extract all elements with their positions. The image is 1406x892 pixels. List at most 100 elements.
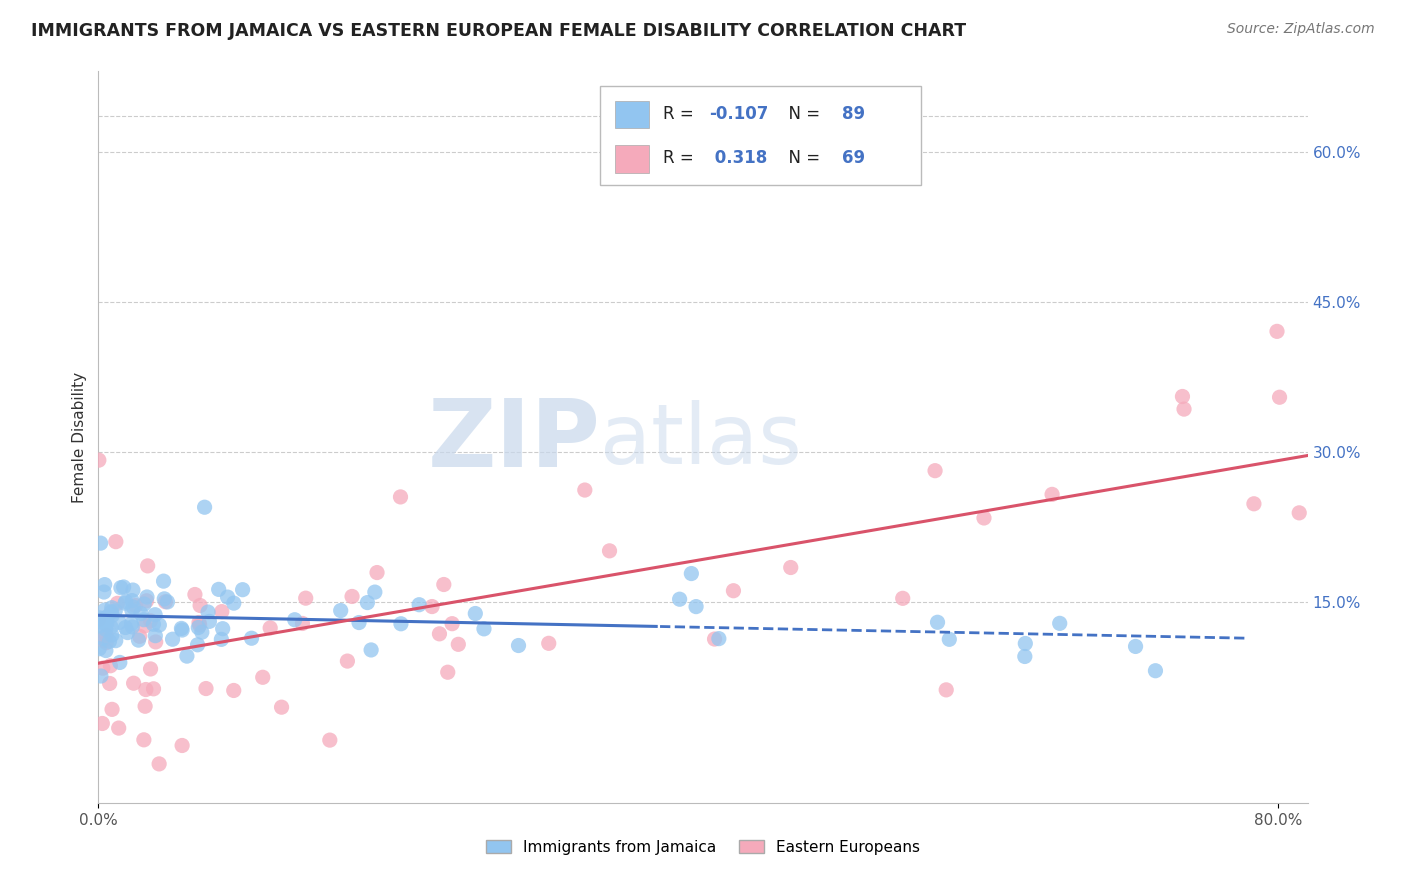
Point bbox=[1144, 664, 1167, 678]
Point bbox=[211, 622, 233, 636]
Point bbox=[145, 635, 167, 649]
Y-axis label: Female Disability: Female Disability bbox=[72, 371, 87, 503]
Point bbox=[1265, 324, 1288, 338]
Point bbox=[347, 615, 370, 630]
Point bbox=[155, 595, 177, 609]
Point bbox=[134, 699, 156, 714]
Point bbox=[152, 574, 174, 589]
Point bbox=[195, 681, 218, 696]
Point bbox=[104, 604, 127, 618]
Point bbox=[668, 592, 690, 607]
Point bbox=[136, 590, 159, 604]
Point bbox=[90, 669, 112, 683]
Text: IMMIGRANTS FROM JAMAICA VS EASTERN EUROPEAN FEMALE DISABILITY CORRELATION CHART: IMMIGRANTS FROM JAMAICA VS EASTERN EUROP… bbox=[31, 22, 966, 40]
Text: R =: R = bbox=[664, 149, 699, 167]
Point bbox=[420, 599, 443, 614]
Point bbox=[447, 637, 470, 651]
Point bbox=[91, 633, 114, 648]
Point bbox=[96, 617, 118, 632]
Point bbox=[408, 598, 430, 612]
Point bbox=[364, 585, 387, 599]
Text: 89: 89 bbox=[842, 104, 865, 122]
Point bbox=[176, 649, 198, 664]
Point bbox=[340, 590, 363, 604]
Point bbox=[139, 614, 162, 628]
Point bbox=[366, 566, 388, 580]
Point bbox=[707, 632, 730, 646]
Point bbox=[94, 623, 117, 637]
Point bbox=[91, 614, 114, 628]
Point bbox=[162, 632, 184, 647]
Text: -0.107: -0.107 bbox=[709, 104, 769, 122]
Point bbox=[294, 591, 316, 606]
Point bbox=[135, 682, 157, 697]
Point bbox=[188, 599, 211, 613]
Point bbox=[101, 608, 124, 623]
Point bbox=[136, 558, 159, 573]
Point bbox=[703, 632, 725, 646]
Point bbox=[143, 607, 166, 622]
Point bbox=[87, 453, 110, 467]
Point bbox=[194, 500, 217, 515]
Point bbox=[217, 590, 239, 604]
Point bbox=[389, 490, 412, 504]
Point bbox=[1173, 402, 1195, 417]
Point bbox=[284, 613, 307, 627]
Point bbox=[101, 702, 124, 716]
Point bbox=[104, 633, 127, 648]
Point bbox=[723, 583, 745, 598]
Point bbox=[1171, 389, 1194, 403]
Legend: Immigrants from Jamaica, Eastern Europeans: Immigrants from Jamaica, Eastern Europea… bbox=[479, 834, 927, 861]
Point bbox=[208, 582, 231, 597]
Point bbox=[139, 662, 162, 676]
Point bbox=[537, 636, 560, 650]
Point bbox=[198, 615, 221, 629]
Point bbox=[101, 600, 124, 615]
Point bbox=[436, 665, 458, 680]
Point bbox=[107, 721, 129, 735]
Point bbox=[1014, 649, 1036, 664]
Point bbox=[128, 629, 150, 643]
Point bbox=[117, 625, 139, 640]
Text: 69: 69 bbox=[842, 149, 865, 167]
Point bbox=[89, 618, 111, 632]
Point bbox=[187, 621, 209, 635]
Point bbox=[135, 594, 157, 608]
Text: R =: R = bbox=[664, 104, 699, 122]
Point bbox=[132, 732, 155, 747]
Point bbox=[924, 464, 946, 478]
Point bbox=[252, 670, 274, 684]
Point bbox=[209, 632, 232, 647]
Point bbox=[96, 628, 118, 642]
Point bbox=[187, 638, 209, 652]
Point bbox=[90, 536, 112, 550]
Point bbox=[114, 621, 136, 635]
Text: N =: N = bbox=[778, 149, 825, 167]
Point bbox=[973, 511, 995, 525]
Point bbox=[1125, 640, 1147, 654]
Point bbox=[1014, 636, 1036, 650]
Point bbox=[188, 615, 211, 630]
Point bbox=[148, 756, 170, 771]
Point bbox=[1243, 497, 1265, 511]
Point bbox=[114, 596, 136, 610]
Point bbox=[98, 634, 121, 648]
Point bbox=[259, 621, 281, 635]
Point bbox=[93, 577, 115, 591]
Point bbox=[319, 733, 342, 747]
FancyBboxPatch shape bbox=[614, 145, 648, 173]
Point bbox=[360, 643, 382, 657]
Point bbox=[389, 616, 412, 631]
Point bbox=[110, 581, 132, 595]
Point bbox=[142, 617, 165, 632]
Point bbox=[108, 615, 131, 630]
Point bbox=[100, 658, 122, 673]
Point bbox=[96, 635, 118, 649]
Point bbox=[232, 582, 254, 597]
Point bbox=[172, 623, 194, 637]
Point bbox=[98, 676, 121, 690]
Point bbox=[89, 611, 111, 625]
Point bbox=[121, 620, 143, 634]
Point bbox=[464, 607, 486, 621]
Point bbox=[197, 605, 219, 619]
